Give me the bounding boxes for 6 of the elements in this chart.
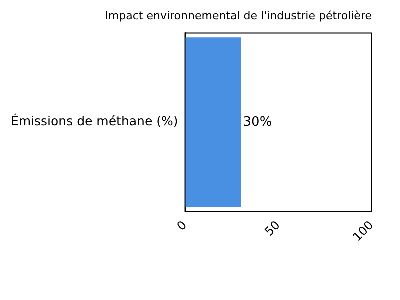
x-tick-label: 100 (350, 218, 376, 244)
y-tick-label: Émissions de méthane (%) (10, 114, 178, 129)
data-label: 30% (243, 114, 272, 130)
chart-title: Impact environnemental de l'industrie pétrolière (105, 9, 372, 22)
x-tick-label: 0 (174, 218, 190, 234)
x-tick-label: 50 (262, 218, 283, 239)
